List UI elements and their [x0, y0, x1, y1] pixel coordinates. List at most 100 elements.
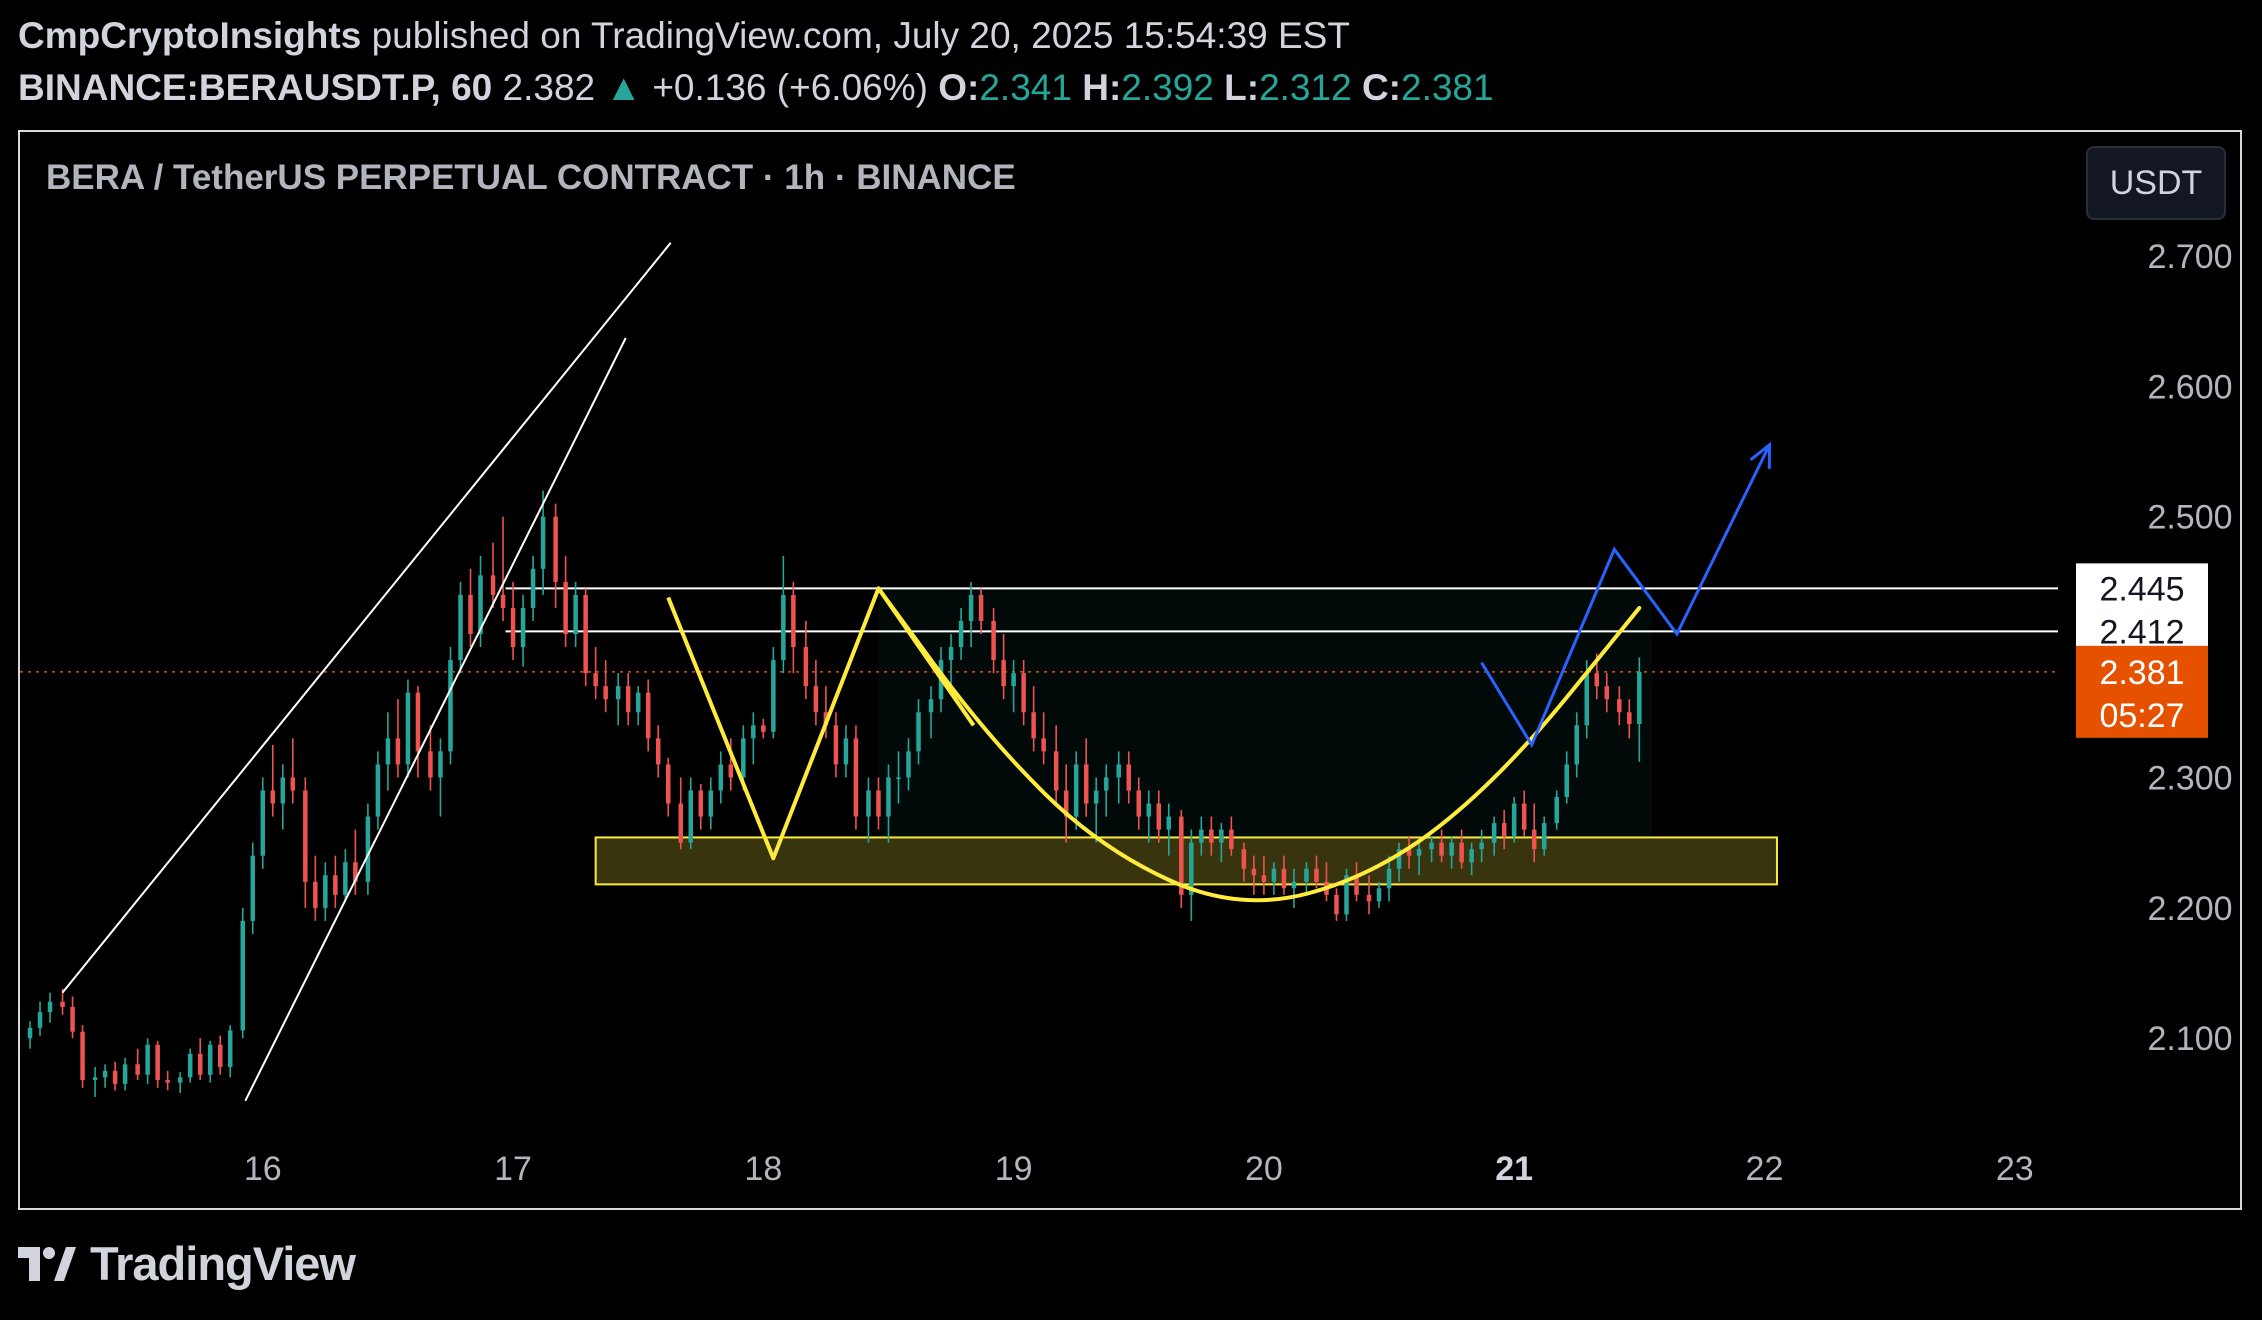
- candle-body: [80, 1031, 85, 1080]
- candle-body: [1594, 673, 1600, 687]
- candle-body: [395, 738, 401, 765]
- candle-body: [250, 855, 256, 921]
- candle-body: [1011, 673, 1016, 687]
- candle-body: [1199, 829, 1204, 843]
- candle-body: [27, 1027, 33, 1039]
- candle-body: [260, 790, 266, 856]
- candle-body: [978, 594, 984, 621]
- time-tick-label: 22: [1746, 1150, 1784, 1188]
- candle-body: [365, 816, 371, 882]
- publish-line: CmpCryptoInsights published on TradingVi…: [18, 10, 2238, 62]
- published-text: published on TradingView.com, July 20, 2…: [371, 15, 1350, 56]
- candle-body: [448, 660, 453, 752]
- candle-body: [1511, 803, 1517, 837]
- price-tick-label: 2.200: [2147, 890, 2232, 928]
- candle-body: [458, 594, 463, 661]
- candle-body: [1093, 790, 1099, 804]
- candle-body: [1073, 764, 1079, 817]
- candle-body: [635, 692, 641, 713]
- time-axis: 16 17 18 19 20 21 22 23: [244, 1150, 2034, 1188]
- currency-button[interactable]: USDT: [2086, 146, 2226, 220]
- open-label: O:: [938, 67, 980, 108]
- candle-body: [1291, 881, 1297, 889]
- candle-body: [112, 1070, 118, 1084]
- candle-body: [1103, 777, 1109, 791]
- candle-body: [593, 673, 598, 687]
- candle-body: [92, 1077, 98, 1080]
- candle-body: [197, 1053, 203, 1075]
- candle-body: [1156, 803, 1162, 830]
- candle-body: [1251, 868, 1257, 876]
- candle-body: [655, 738, 661, 765]
- price-tick-label: 2.300: [2147, 759, 2232, 797]
- candle-body: [540, 516, 546, 569]
- candle-body: [991, 620, 996, 661]
- candle-body: [37, 1012, 43, 1028]
- candle-body: [1396, 849, 1402, 869]
- candle-body: [1386, 868, 1392, 889]
- candle-body: [47, 1001, 53, 1013]
- candle-body: [122, 1064, 128, 1084]
- candle-body: [468, 594, 473, 635]
- candle-body: [728, 764, 734, 778]
- candle-body: [615, 686, 621, 700]
- candle-body: [678, 803, 683, 843]
- candle-body: [761, 725, 766, 732]
- candle-body: [333, 875, 338, 895]
- projection-arrow-head: [1749, 441, 1772, 469]
- time-tick-label: 16: [244, 1150, 282, 1188]
- candle-body: [1179, 816, 1184, 895]
- candle-body: [1116, 764, 1121, 778]
- candle-body: [1541, 823, 1547, 850]
- candle-body: [896, 777, 901, 779]
- candle-body: [478, 575, 483, 635]
- candle-body: [688, 790, 694, 843]
- candle-body: [385, 738, 391, 765]
- candle-body: [1439, 842, 1444, 856]
- candle-body: [781, 594, 786, 661]
- candle-body: [948, 647, 954, 661]
- support-zone: [594, 836, 1778, 886]
- candle-body: [187, 1053, 193, 1078]
- candle-body: [1416, 849, 1422, 856]
- candle-body: [1617, 699, 1622, 713]
- chart-panel[interactable]: [18, 130, 2242, 1210]
- candle-body: [165, 1079, 170, 1083]
- author-name[interactable]: CmpCryptoInsights: [18, 15, 362, 56]
- candle-body: [1063, 790, 1069, 817]
- candle-body: [510, 607, 516, 648]
- candle-body: [1031, 712, 1036, 739]
- level-price-label: 2.445: [2099, 570, 2184, 608]
- time-tick-label: 18: [744, 1150, 782, 1188]
- cup-curve: [876, 586, 1642, 903]
- candle-body: [1334, 894, 1339, 915]
- candle-body: [1376, 888, 1382, 902]
- candle-body: [1021, 673, 1026, 713]
- candle-body: [1053, 751, 1059, 791]
- candle-body: [343, 862, 348, 895]
- time-tick-label: 21: [1495, 1150, 1533, 1188]
- candle-body: [1219, 829, 1224, 843]
- candle-body: [415, 692, 421, 752]
- candle-body: [1406, 849, 1412, 856]
- drawings-layer: [61, 242, 1772, 1102]
- tradingview-logo[interactable]: TradingView: [18, 1236, 356, 1291]
- candle-body: [70, 1006, 75, 1032]
- candle-body: [1344, 875, 1349, 915]
- symbol-name[interactable]: BINANCE:BERAUSDT.P, 60: [18, 67, 493, 108]
- candle-body: [353, 862, 358, 882]
- current-price-label: 2.381: [2099, 654, 2184, 692]
- candle-body: [771, 660, 776, 732]
- low-label: L:: [1224, 67, 1260, 108]
- candle-body: [303, 790, 308, 882]
- level-price-badge: [2076, 563, 2208, 614]
- candle-body: [530, 568, 536, 608]
- low-value: 2.312: [1259, 67, 1352, 108]
- close-label: C:: [1361, 67, 1401, 108]
- candle-body: [1459, 842, 1464, 863]
- candle-body: [177, 1077, 183, 1083]
- candle-body: [1449, 842, 1454, 856]
- candle-body: [1126, 764, 1131, 791]
- up-arrow-icon: ▲: [605, 67, 643, 108]
